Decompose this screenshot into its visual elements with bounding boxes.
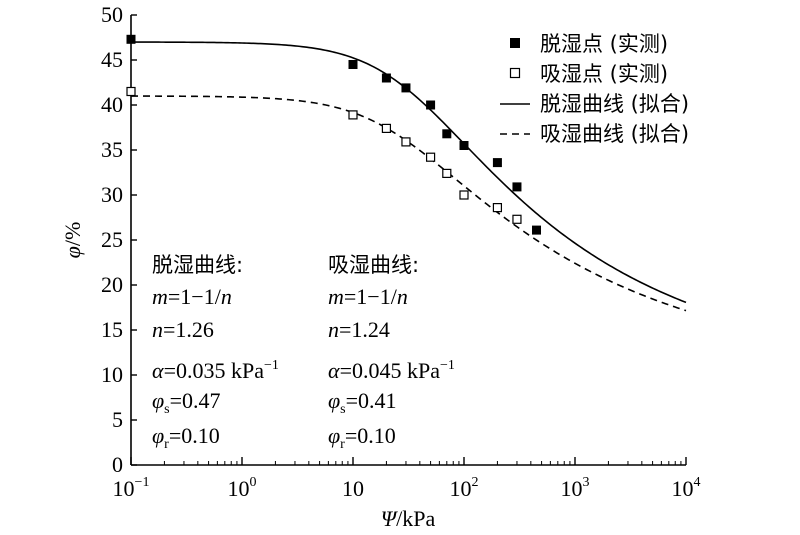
legend-label-desorption-fit: 脱湿曲线 (拟合) — [540, 92, 689, 116]
adsorption-point — [512, 214, 522, 224]
legend-label-adsorption-fit: 吸湿曲线 (拟合) — [540, 122, 689, 146]
annotation-desorption-params: 脱湿曲线: m=1−1/n n=1.26 α=0.035 kPa−1 φs=0.… — [152, 253, 279, 452]
annotation-desorption-m: m=1−1/n — [152, 284, 232, 309]
y-tick-label: 20 — [101, 272, 123, 297]
desorption-point — [381, 73, 391, 83]
adsorption-point — [459, 190, 469, 200]
y-tick-label: 0 — [112, 452, 123, 477]
y-axis-unit: /% — [60, 222, 85, 246]
x-tick-label: 10−1 — [113, 475, 150, 501]
annotation-adsorption-params: 吸湿曲线: m=1−1/n n=1.24 α=0.045 kPa−1 φs=0.… — [328, 253, 455, 452]
x-ticks: 10−1 100 10 102 103 104 — [113, 457, 701, 501]
annotation-desorption-phir: φr=0.10 — [152, 423, 220, 452]
annotation-adsorption-m: m=1−1/n — [328, 284, 408, 309]
legend-label-desorption-points: 脱湿点 (实测) — [540, 32, 668, 56]
desorption-point — [492, 158, 502, 168]
adsorption-point — [401, 137, 411, 147]
x-tick-label: 103 — [561, 475, 590, 501]
adsorption-point — [425, 152, 436, 162]
adsorption-point — [126, 86, 136, 97]
adsorption-point — [381, 123, 392, 134]
desorption-point — [401, 83, 411, 93]
x-tick-label: 10 — [342, 476, 364, 501]
y-tick-label: 5 — [112, 407, 123, 432]
desorption-point — [459, 141, 469, 150]
adsorption-point — [348, 110, 358, 120]
legend-marker-adsorption-points — [509, 67, 521, 79]
annotation-desorption-n: n=1.26 — [152, 317, 214, 342]
y-ticks: 0 5 10 15 20 25 30 35 40 45 50 — [101, 2, 137, 477]
desorption-point — [426, 100, 436, 110]
legend-label-adsorption-points: 吸湿点 (实测) — [540, 62, 668, 86]
x-axis-title: Ψ/kPa — [381, 506, 436, 531]
x-axis-unit: /kPa — [396, 506, 435, 531]
legend-marker-desorption-points — [510, 38, 520, 48]
y-axis-title: φ/% — [60, 222, 85, 259]
legend: 脱湿点 (实测) 吸湿点 (实测) 脱湿曲线 (拟合) 吸湿曲线 (拟合) — [500, 32, 689, 146]
annotation-desorption-alpha: α=0.035 kPa−1 — [152, 358, 279, 383]
annotation-adsorption-n: n=1.24 — [328, 317, 390, 342]
annotation-adsorption-phir: φr=0.10 — [328, 423, 396, 452]
annotation-adsorption-alpha: α=0.045 kPa−1 — [328, 358, 455, 383]
y-tick-label: 10 — [101, 362, 123, 387]
desorption-point — [126, 34, 136, 44]
desorption-point — [442, 129, 452, 139]
y-tick-label: 45 — [101, 47, 123, 72]
y-tick-label: 15 — [101, 317, 123, 342]
data-points — [126, 34, 542, 235]
desorption-point — [512, 182, 522, 192]
adsorption-point — [442, 168, 452, 178]
annotation-adsorption-title: 吸湿曲线: — [328, 253, 419, 277]
annotation-desorption-title: 脱湿曲线: — [152, 253, 243, 277]
x-axis-symbol: Ψ — [381, 506, 399, 531]
x-tick-label: 100 — [228, 475, 257, 501]
y-tick-label: 25 — [101, 227, 123, 252]
desorption-point — [348, 60, 358, 69]
adsorption-point — [492, 203, 503, 213]
annotation-desorption-phis: φs=0.47 — [152, 388, 221, 417]
y-tick-label: 30 — [101, 182, 123, 207]
x-tick-label: 102 — [450, 475, 479, 501]
annotation-adsorption-phis: φs=0.41 — [328, 388, 397, 417]
y-axis-symbol: φ — [60, 246, 85, 258]
y-tick-label: 35 — [101, 137, 123, 162]
y-tick-label: 50 — [101, 2, 123, 27]
desorption-point — [532, 225, 542, 235]
y-tick-label: 40 — [101, 92, 123, 117]
x-tick-label: 104 — [672, 475, 701, 501]
